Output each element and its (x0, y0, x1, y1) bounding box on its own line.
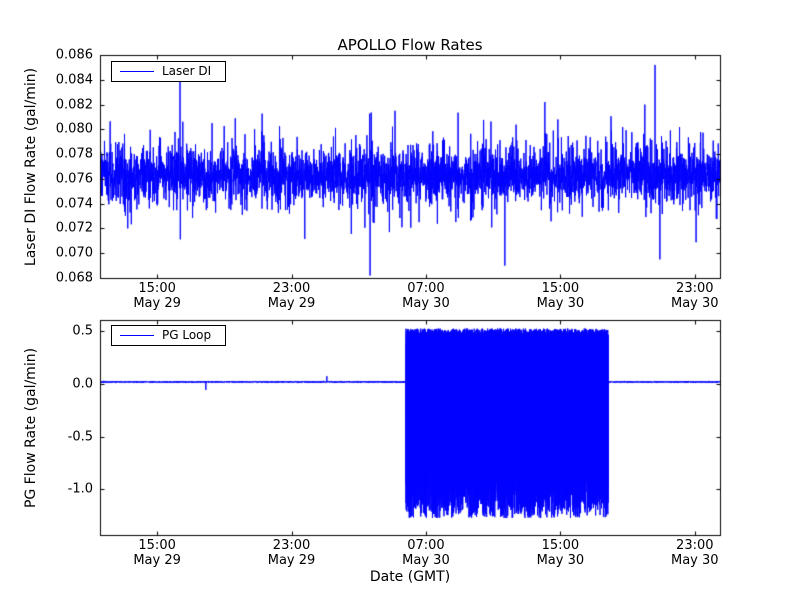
y-tick-label-0-9: 0.068 (55, 270, 93, 286)
x-tick-time-1-0: 15:00 (138, 538, 176, 553)
x-tick-time-0-1: 23:00 (272, 281, 311, 296)
y-tick-label-0-7: 0.072 (55, 220, 93, 236)
pg-y-axis-label: PG Flow Rate (gal/min) (23, 347, 39, 509)
x-tick-time-0-4: 23:00 (676, 281, 714, 296)
y-tick-label-0-4: 0.078 (55, 146, 93, 162)
x-tick-date-1-3: May 30 (536, 553, 585, 568)
y-tick-label-0-0: 0.086 (55, 47, 93, 63)
y-tick-label-0-2: 0.082 (55, 97, 93, 113)
y-tick-label-1-0: 0.5 (72, 323, 93, 339)
x-tick-time-1-1: 23:00 (272, 538, 311, 553)
x-tick-date-1-1: May 29 (267, 553, 316, 568)
x-tick-time-0-2: 07:00 (407, 281, 445, 296)
y-tick-label-0-8: 0.070 (55, 245, 93, 261)
x-tick-time-0-3: 15:00 (541, 281, 580, 296)
x-tick-time-0-0: 15:00 (138, 281, 176, 296)
y-tick-label-0-1: 0.084 (55, 72, 93, 88)
x-tick-time-1-2: 07:00 (407, 538, 445, 553)
x-tick-date-0-0: May 29 (133, 296, 181, 311)
y-tick-label-1-2: -0.5 (67, 429, 93, 444)
x-tick-time-1-3: 15:00 (541, 538, 580, 553)
legend-laser-di: Laser DI (111, 61, 227, 82)
x-tick-date-0-4: May 30 (671, 296, 719, 311)
y-tick-label-1-1: 0.0 (72, 376, 93, 392)
y-tick-label-0-6: 0.074 (55, 196, 93, 212)
y-tick-label-0-3: 0.080 (55, 121, 93, 137)
legend-line-sample-pg-loop (120, 335, 154, 336)
figure-title: APOLLO Flow Rates (337, 36, 483, 54)
legend-label-laser-di: Laser DI (162, 63, 212, 78)
x-tick-date-1-4: May 30 (671, 553, 719, 568)
x-tick-date-1-2: May 30 (402, 553, 450, 568)
x-axis-label: Date (GMT) (369, 569, 451, 585)
x-tick-date-0-2: May 30 (402, 296, 450, 311)
x-tick-date-1-0: May 29 (133, 553, 181, 568)
legend-pg-loop: PG Loop (111, 325, 227, 346)
laser-di-y-axis-label: Laser DI Flow Rate (gal/min) (23, 67, 39, 267)
x-tick-date-0-3: May 30 (536, 296, 585, 311)
legend-label-pg-loop: PG Loop (162, 327, 212, 342)
x-tick-time-1-4: 23:00 (676, 538, 714, 553)
y-tick-label-1-3: -1.0 (67, 481, 93, 497)
x-tick-date-0-1: May 29 (267, 296, 316, 311)
y-tick-label-0-5: 0.076 (55, 171, 93, 187)
legend-line-sample-laser-di (120, 71, 154, 72)
